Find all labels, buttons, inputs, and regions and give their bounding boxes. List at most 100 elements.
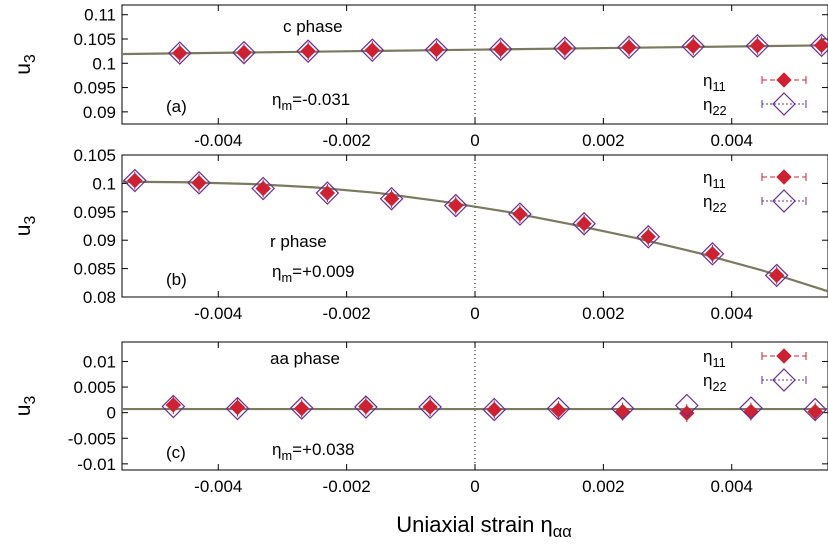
y-tick-label: 0.08 <box>83 288 116 307</box>
eta11-point <box>704 246 721 262</box>
y-tick-label: 0 <box>107 404 116 423</box>
eta11-point <box>319 185 336 201</box>
eta11-point <box>358 398 374 415</box>
eta-m-annotation: ηm=+0.038 <box>272 440 355 463</box>
x-tick-label: -0.004 <box>194 477 242 496</box>
eta11-point <box>448 197 464 214</box>
eta-m-annotation: ηm=+0.009 <box>272 262 355 285</box>
eta22-point <box>572 211 596 236</box>
eta11-point <box>383 191 400 207</box>
phase-label: r phase <box>270 232 327 251</box>
eta11-point <box>768 267 785 284</box>
eta11-point <box>486 401 502 418</box>
eta22-point <box>424 37 449 62</box>
phase-label: c phase <box>283 17 343 36</box>
y-axis-label-text: u3 <box>12 216 39 237</box>
eta22-point <box>803 397 828 422</box>
eta11-point <box>550 402 567 418</box>
eta22-point <box>251 176 276 201</box>
y-tick-label: 0.11 <box>84 6 116 25</box>
panel-3: 0.01 0.005 0 -0.005 -0.01 -0.004 -0.002 0 0.002 0… <box>12 341 828 496</box>
y-axis-label: u3 <box>12 216 39 237</box>
eta22-point <box>379 186 404 211</box>
x-tick-label: -0.004 <box>194 131 242 150</box>
x-tick-label: -0.002 <box>323 477 371 496</box>
y-tick-label: 0.1 <box>92 174 116 193</box>
y-tick-label: 0.1 <box>92 54 116 73</box>
eta11-point <box>492 41 509 57</box>
x-tick-label: 0.002 <box>582 477 625 496</box>
y-axis-label: u3 <box>12 396 39 417</box>
x-tick-label: 0.004 <box>710 131 753 150</box>
eta11-point <box>422 399 438 415</box>
x-tick-label: -0.002 <box>323 131 371 150</box>
panel-label: (b) <box>166 270 187 289</box>
eta22-point <box>610 396 635 421</box>
legend-entry-label: η22 <box>703 95 727 118</box>
legend-marker-eta11 <box>776 72 792 88</box>
eta22-point <box>674 393 699 418</box>
y-tick-label: 0.09 <box>83 103 116 122</box>
eta22-point <box>681 34 706 59</box>
panel-1: 0.11 0.105 0.1 0.095 0.09 -0.004 -0.002 0 0.002 0… <box>12 4 828 150</box>
y-tick-label: 0.095 <box>73 79 116 98</box>
x-tick-label: -0.002 <box>323 304 371 323</box>
legend-entry-label: η11 <box>703 168 726 191</box>
eta22-point <box>482 397 507 422</box>
legend-marker-eta22 <box>772 368 796 392</box>
phase-label: aa phase <box>270 349 340 368</box>
eta11-point <box>749 38 766 54</box>
y-axis-label: u3 <box>12 54 39 75</box>
eta22-point <box>289 396 314 420</box>
eta22-point <box>354 395 378 419</box>
x-tick-label: 0.004 <box>710 304 753 323</box>
eta22-point <box>617 35 641 60</box>
eta22-point <box>809 33 828 58</box>
x-tick-label: 0 <box>470 304 479 323</box>
eta11-point <box>191 175 207 191</box>
eta11-point <box>685 38 701 54</box>
eta22-point <box>553 36 577 61</box>
eta22-point <box>488 37 513 62</box>
x-tick-label: 0.004 <box>710 477 753 496</box>
eta22-point <box>187 170 211 195</box>
y-axis-label-text: u3 <box>12 396 39 417</box>
x-tick-label: 0 <box>470 477 479 496</box>
x-tick-label: 0 <box>470 131 479 150</box>
eta22-point <box>508 202 532 226</box>
eta22-point <box>443 193 468 218</box>
eta22-point <box>315 181 340 205</box>
eta11-point <box>807 403 823 420</box>
panel-label: (a) <box>166 97 187 116</box>
eta11-point <box>557 40 573 56</box>
eta11-point <box>576 216 592 232</box>
eta11-point <box>813 37 828 54</box>
y-tick-label: 0.01 <box>83 352 116 371</box>
eta22-point <box>745 33 770 58</box>
y-tick-label: 0.095 <box>73 203 116 222</box>
x-tick-label: 0.002 <box>582 304 625 323</box>
eta11-point <box>229 399 246 416</box>
y-tick-label: -0.005 <box>68 429 116 448</box>
x-tick-label: -0.004 <box>194 304 242 323</box>
eta11-point <box>512 206 528 222</box>
legend-marker-eta11 <box>776 348 792 364</box>
eta11-point <box>255 180 271 197</box>
eta11-point <box>614 403 631 420</box>
eta11-point <box>640 229 656 245</box>
eta11-point <box>743 403 759 420</box>
legend-marker-eta22 <box>772 92 796 116</box>
eta22-point <box>360 38 385 63</box>
legend-entry-label: η11 <box>703 71 726 94</box>
eta22-point <box>232 40 256 65</box>
y-tick-label: 0.09 <box>83 231 116 250</box>
x-tick-label: 0.002 <box>582 131 625 150</box>
eta22-point <box>122 168 147 193</box>
eta22-point <box>225 396 250 421</box>
fit-line <box>121 180 828 293</box>
eta11-point <box>621 39 637 55</box>
x-axis-label: Uniaxial strain ηαα <box>396 512 572 541</box>
